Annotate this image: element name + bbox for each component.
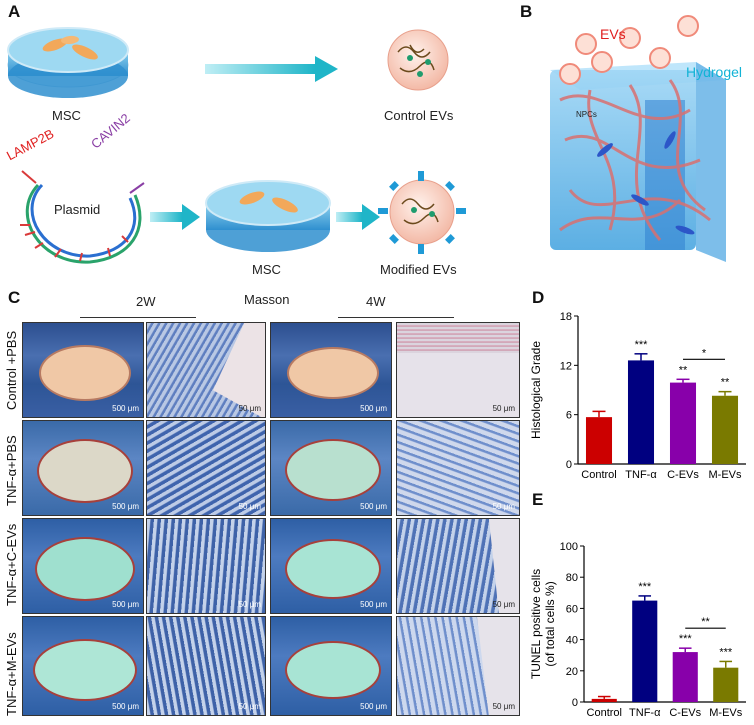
evs-label: EVs <box>600 26 626 42</box>
chart-d-ytick-label: 6 <box>566 410 572 422</box>
chart-d-ylabel: Histological Grade <box>529 341 543 439</box>
chart-d-ytick-label: 12 <box>560 360 572 372</box>
histology-tnf-cevs-2w-overview: 500 μm <box>22 518 144 614</box>
petri-dish-bottom <box>205 180 331 252</box>
petri-dish-top <box>7 27 129 98</box>
histology-tnf-mevs-2w-detail: 50 μm <box>146 616 266 716</box>
chart-e-ylabel: TUNEL positive cells <box>529 569 543 679</box>
chart-d-bar-cevs <box>669 382 697 464</box>
chart-d-xtick-label: Control <box>581 469 616 481</box>
chart-e-xtick-label: TNF-α <box>629 707 661 719</box>
chart-d-ytick-label: 18 <box>560 311 572 323</box>
chart-e-bracket-label: ** <box>701 616 710 628</box>
histology-tnf-mevs-4w-overview: 500 μm <box>270 616 392 716</box>
chart-e-xtick-label: C-EVs <box>669 707 701 719</box>
msc-top-label: MSC <box>52 108 81 123</box>
chart-d-bracket-label: * <box>702 347 707 359</box>
modified-ev-icon <box>378 171 466 254</box>
plasmid-icon <box>20 170 145 264</box>
hydrogel-label: Hydrogel <box>686 64 743 80</box>
msc-bottom-label: MSC <box>252 262 281 277</box>
panel-b-label: B <box>520 2 533 21</box>
row-label-tnf-cevs: TNF-α+C-EVs <box>4 523 19 606</box>
panel-b-hydrogel-illustration <box>550 15 726 262</box>
control-ev-icon <box>387 29 449 91</box>
chart-e-ytick-label: 20 <box>566 666 578 678</box>
chart-d-bar-control <box>585 417 613 464</box>
chart-e-ytick-label: 40 <box>566 635 578 647</box>
chart-d-significance: ** <box>679 364 688 376</box>
plasmid-label: Plasmid <box>54 202 101 217</box>
chart-e-significance: *** <box>638 581 652 593</box>
week-2w-line <box>80 317 196 318</box>
panel-c-label: C <box>8 288 21 307</box>
histology-control-4w-overview: 500 μm <box>270 322 392 418</box>
chart-d-bar-mevs <box>711 395 739 464</box>
histology-tnf-cevs-4w-overview: 500 μm <box>270 518 392 614</box>
histology-tnf-pbs-2w-overview: 500 μm <box>22 420 144 516</box>
week-2w-label: 2W <box>136 294 156 309</box>
histology-control-2w-detail: 50 μm <box>146 322 266 418</box>
arrow-msc-to-ev-icon <box>336 204 380 230</box>
npcs-label: NPCs <box>576 110 597 119</box>
histology-control-2w-overview: 500 μm <box>22 322 144 418</box>
histology-tnf-pbs-4w-overview: 500 μm <box>270 420 392 516</box>
histology-control-4w-detail: 50 μm <box>396 322 520 418</box>
arrow-plasmid-to-msc-icon <box>150 204 200 230</box>
week-4w-label: 4W <box>366 294 386 309</box>
histology-tnf-pbs-4w-detail: 50 μm <box>396 420 520 516</box>
chart-e-ytick-label: 100 <box>560 541 578 553</box>
row-label-control-pbs: Control +PBS <box>4 330 19 410</box>
chart-d-xtick-label: TNF-α <box>625 469 657 481</box>
histology-tnf-cevs-2w-detail: 50 μm <box>146 518 266 614</box>
histology-tnf-cevs-4w-detail: 50 μm <box>396 518 520 614</box>
chart-e-bar-tnf <box>632 600 658 702</box>
panel-a-schematic <box>7 27 466 264</box>
row-label-tnf-mevs: TNF-α+M-EVs <box>4 632 19 716</box>
control-evs-label: Control EVs <box>384 108 454 123</box>
chart-d-significance: *** <box>635 339 649 351</box>
week-4w-line <box>338 317 454 318</box>
chart-d-significance: ** <box>721 377 730 389</box>
masson-label: Masson <box>244 292 290 307</box>
chart-d-bar-tnf <box>627 360 655 464</box>
chart-e-ytick-label: 60 <box>566 603 578 615</box>
panel-e-label: E <box>532 490 544 509</box>
chart-d-xtick-label: C-EVs <box>667 469 699 481</box>
chart-e-significance: *** <box>679 633 693 645</box>
chart-e-ylabel: (of total cells %) <box>543 581 557 666</box>
chart-d-xtick-label: M-EVs <box>709 469 743 481</box>
chart-d-ytick-label: 0 <box>566 459 572 471</box>
chart-e-significance: *** <box>719 646 733 658</box>
chart-e-bar-cevs <box>672 652 698 702</box>
row-label-tnf-pbs: TNF-α+PBS <box>4 435 19 506</box>
tunel-positive-chart: 0 20 40 60 80 100 TUNEL positive cells (of tota… <box>529 541 746 719</box>
panel-a-label: A <box>8 2 21 21</box>
chart-e-xtick-label: M-EVs <box>709 707 743 719</box>
chart-e-bar-control <box>591 698 617 702</box>
histology-tnf-mevs-4w-detail: 50 μm <box>396 616 520 716</box>
histology-tnf-mevs-2w-overview: 500 μm <box>22 616 144 716</box>
histology-tnf-pbs-2w-detail: 50 μm <box>146 420 266 516</box>
chart-e-bar-mevs <box>713 667 739 702</box>
chart-e-ytick-label: 80 <box>566 572 578 584</box>
arrow-top-icon <box>205 56 338 82</box>
panel-d-label: D <box>532 288 545 307</box>
chart-e-xtick-label: Control <box>587 707 622 719</box>
modified-evs-label: Modified EVs <box>380 262 457 277</box>
chart-e-ytick-label: 0 <box>572 697 578 709</box>
ev-drops-icon <box>559 15 699 85</box>
